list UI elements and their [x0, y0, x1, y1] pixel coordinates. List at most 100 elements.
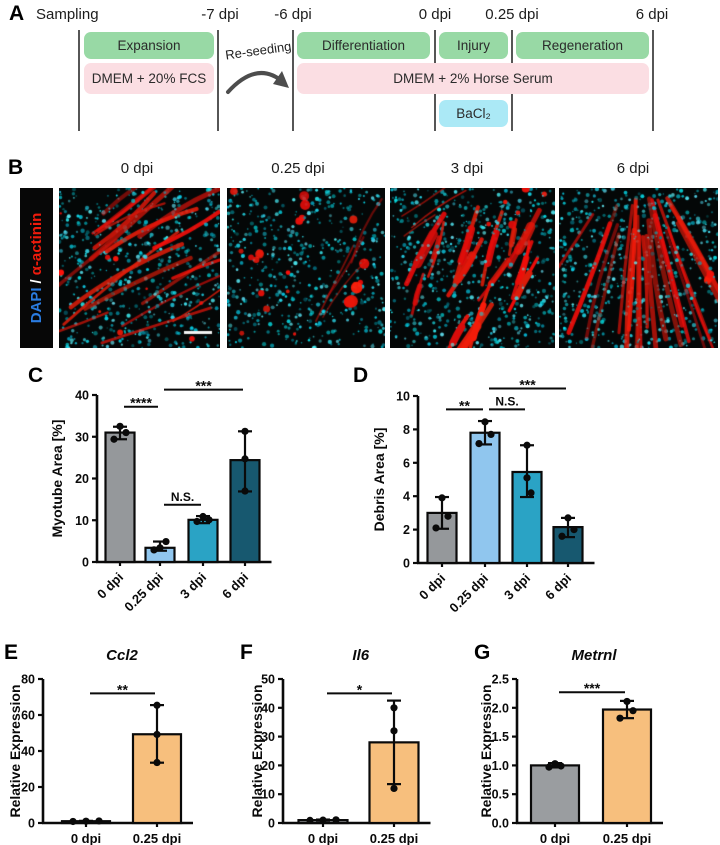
phase-box-regeneration: Regeneration [516, 32, 649, 59]
actinin-label: α-actinin [28, 212, 45, 276]
svg-text:***: *** [584, 680, 601, 696]
svg-text:6: 6 [403, 456, 410, 470]
svg-text:2.0: 2.0 [492, 701, 509, 715]
timepoint-minus6dpi: -6 dpi [274, 6, 312, 23]
svg-text:0.25 dpi: 0.25 dpi [603, 831, 651, 845]
panel-e-label: E [4, 641, 19, 664]
svg-text:Il6: Il6 [352, 647, 369, 664]
micrograph-3dpi [390, 188, 555, 348]
svg-text:10: 10 [261, 788, 275, 802]
svg-text:Relative Expression: Relative Expression [7, 684, 23, 817]
svg-text:0.25 dpi: 0.25 dpi [133, 831, 181, 845]
svg-text:0.25 dpi: 0.25 dpi [121, 570, 166, 615]
svg-text:Relative Expression: Relative Expression [249, 684, 265, 817]
svg-text:30: 30 [261, 730, 275, 744]
svg-text:0 dpi: 0 dpi [416, 571, 448, 603]
bar-0dpi [60, 817, 112, 826]
sampling-label: Sampling [36, 6, 99, 23]
svg-text:0: 0 [268, 817, 275, 831]
svg-text:1.5: 1.5 [492, 730, 509, 744]
micrograph-title-3dpi: 3 dpi [450, 160, 484, 177]
svg-text:0 dpi: 0 dpi [94, 570, 126, 602]
svg-text:Debris Area [%]: Debris Area [%] [371, 428, 387, 532]
svg-text:0.0: 0.0 [492, 817, 509, 831]
stain-separator: / [28, 279, 45, 284]
svg-text:80: 80 [21, 673, 35, 687]
phase-box-injury: Injury [439, 32, 508, 59]
panel-b-label: B [8, 156, 24, 179]
svg-text:Metrnl: Metrnl [572, 647, 618, 664]
timeline-divider [78, 30, 80, 131]
svg-text:30: 30 [75, 430, 89, 444]
bar-0dpi [297, 816, 349, 825]
svg-text:10: 10 [396, 390, 410, 404]
media-box-dmem-fcs: DMEM + 20% FCS [84, 63, 214, 94]
svg-text:0 dpi: 0 dpi [540, 831, 570, 845]
svg-text:0: 0 [403, 557, 410, 571]
svg-text:0 dpi: 0 dpi [71, 831, 101, 845]
svg-text:20: 20 [21, 781, 35, 795]
bar-025dpi [144, 537, 176, 564]
svg-text:1.0: 1.0 [492, 759, 509, 773]
svg-text:40: 40 [261, 701, 275, 715]
timepoint-minus7dpi: -7 dpi [201, 6, 239, 23]
stain-legend-strip: DAPI / α-actinin [20, 188, 53, 348]
svg-text:0: 0 [28, 817, 35, 831]
timeline-divider [652, 30, 654, 131]
svg-text:0.25 dpi: 0.25 dpi [446, 571, 491, 616]
svg-text:****: **** [130, 395, 152, 411]
svg-text:0.5: 0.5 [492, 788, 509, 802]
bar-025dpi [368, 699, 420, 825]
svg-text:0: 0 [82, 556, 89, 570]
timeline-divider [292, 30, 294, 131]
svg-text:20: 20 [261, 759, 275, 773]
bar-0dpi [104, 422, 136, 564]
svg-text:0 dpi: 0 dpi [308, 831, 338, 845]
svg-text:20: 20 [75, 472, 89, 486]
svg-text:*: * [357, 681, 363, 697]
timepoint-6dpi: 6 dpi [635, 6, 669, 23]
svg-text:Myotube Area [%]: Myotube Area [%] [49, 420, 65, 538]
svg-text:10: 10 [75, 514, 89, 528]
panel-c-label: C [28, 364, 44, 387]
svg-text:50: 50 [261, 673, 275, 687]
bar-3dpi [511, 441, 543, 565]
bar-025dpi [601, 697, 653, 825]
svg-text:3 dpi: 3 dpi [501, 571, 533, 603]
svg-text:***: *** [195, 378, 212, 394]
media-box-dmem-horse-serum: DMEM + 2% Horse Serum [297, 63, 649, 94]
svg-text:3 dpi: 3 dpi [177, 570, 209, 602]
micrograph-6dpi [559, 188, 718, 348]
svg-text:N.S.: N.S. [495, 394, 518, 408]
panel-d-label: D [353, 364, 369, 387]
bar-025dpi [469, 418, 501, 565]
timepoint-025dpi: 0.25 dpi [485, 6, 539, 23]
svg-text:8: 8 [403, 423, 410, 437]
phase-box-expansion: Expansion [84, 32, 214, 59]
svg-text:40: 40 [21, 745, 35, 759]
micrograph-title-025dpi: 0.25 dpi [271, 160, 325, 177]
svg-text:Relative Expression: Relative Expression [478, 684, 494, 817]
bar-025dpi [131, 701, 183, 825]
panel-f-label: F [240, 641, 253, 664]
phase-box-differentiation: Differentiation [297, 32, 430, 59]
svg-text:40: 40 [75, 389, 89, 403]
chart-E: Ccl2 Relative Expression 0 20 40 60 80 0 dpi 0.2… [7, 647, 193, 845]
svg-text:***: *** [519, 376, 536, 392]
svg-text:0.25 dpi: 0.25 dpi [370, 831, 418, 845]
bar-3dpi [187, 512, 219, 564]
treatment-box-bacl2: BaCl₂ [439, 100, 508, 127]
panel-g-label: G [474, 641, 491, 664]
svg-text:4: 4 [403, 490, 410, 504]
bar-0dpi [529, 760, 581, 825]
dapi-label: DAPI [28, 287, 45, 324]
panel-a-label: A [9, 2, 25, 25]
svg-text:Ccl2: Ccl2 [106, 647, 138, 664]
micrograph-025dpi [227, 188, 385, 348]
svg-text:**: ** [117, 681, 128, 697]
svg-text:N.S.: N.S. [171, 490, 194, 504]
